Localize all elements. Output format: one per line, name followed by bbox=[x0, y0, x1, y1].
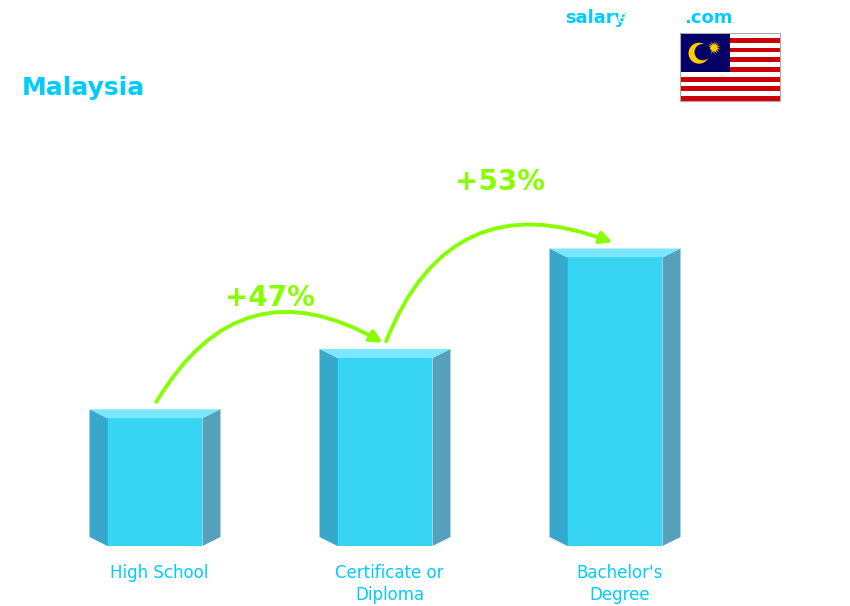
Bar bbox=[680, 72, 780, 77]
Bar bbox=[568, 258, 662, 546]
Circle shape bbox=[688, 42, 710, 64]
Text: High School: High School bbox=[110, 564, 209, 582]
Polygon shape bbox=[89, 409, 107, 546]
Bar bbox=[680, 33, 730, 72]
Text: +47%: +47% bbox=[225, 284, 315, 312]
Bar bbox=[680, 58, 780, 62]
Bar bbox=[680, 96, 780, 101]
Text: Audiosual Technician: Audiosual Technician bbox=[22, 48, 269, 72]
Bar bbox=[680, 33, 780, 101]
Polygon shape bbox=[433, 349, 451, 546]
Text: Salary Comparison By Education: Salary Comparison By Education bbox=[22, 11, 708, 47]
Polygon shape bbox=[549, 248, 681, 258]
Text: +53%: +53% bbox=[455, 168, 545, 196]
Bar bbox=[680, 92, 780, 96]
Bar bbox=[107, 418, 202, 546]
Bar bbox=[680, 82, 780, 87]
Bar bbox=[680, 77, 780, 82]
Text: 2,630 MYR: 2,630 MYR bbox=[110, 378, 218, 395]
Text: 5,940 MYR: 5,940 MYR bbox=[570, 216, 678, 235]
Polygon shape bbox=[662, 248, 681, 546]
Polygon shape bbox=[89, 409, 220, 418]
Text: Average Monthly Salary: Average Monthly Salary bbox=[840, 239, 850, 373]
Polygon shape bbox=[320, 349, 337, 546]
Text: Bachelor's
Degree: Bachelor's Degree bbox=[576, 564, 663, 604]
Bar bbox=[680, 38, 780, 42]
Text: explorer: explorer bbox=[617, 9, 692, 27]
Bar bbox=[680, 33, 780, 38]
Polygon shape bbox=[320, 349, 451, 358]
Bar bbox=[680, 48, 780, 53]
Bar bbox=[680, 62, 780, 67]
Text: Certificate or
Diploma: Certificate or Diploma bbox=[335, 564, 444, 604]
Bar bbox=[680, 42, 780, 48]
Text: salary: salary bbox=[565, 9, 626, 27]
Text: Malaysia: Malaysia bbox=[22, 76, 145, 100]
Bar bbox=[680, 67, 780, 72]
Bar bbox=[337, 358, 433, 546]
Text: .com: .com bbox=[684, 9, 733, 27]
Bar bbox=[680, 53, 780, 58]
Polygon shape bbox=[549, 248, 568, 546]
Polygon shape bbox=[707, 41, 721, 55]
Polygon shape bbox=[202, 409, 220, 546]
Bar bbox=[680, 87, 780, 92]
Text: 3,870 MYR: 3,870 MYR bbox=[340, 317, 448, 335]
Circle shape bbox=[694, 44, 711, 61]
